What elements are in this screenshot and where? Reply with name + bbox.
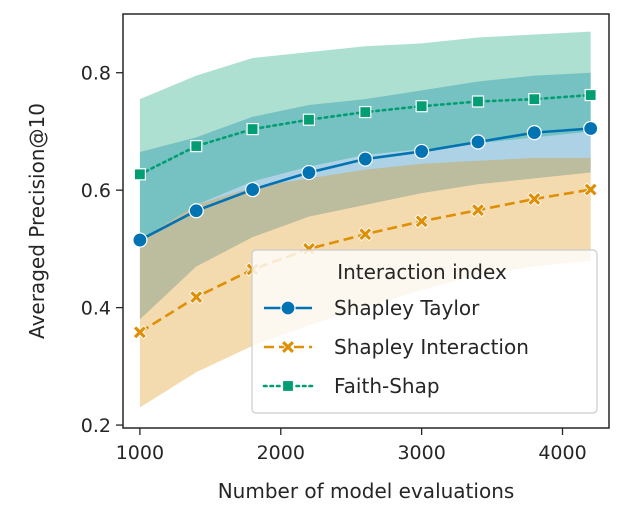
point-shapley-interaction: [358, 227, 373, 242]
point-shapley-interaction: [527, 191, 542, 207]
band-faith-shap: [139, 31, 591, 241]
point-faith-shap: [528, 93, 541, 106]
point-faith-shap: [133, 168, 147, 181]
point-faith-shap: [246, 122, 259, 136]
legend-label-faith-shap: Faith-Shap: [334, 374, 440, 398]
point-shapley-taylor: [414, 143, 430, 160]
y-tick-label: 0.2: [81, 415, 111, 437]
legend-marker-shapley-taylor: [280, 300, 296, 316]
legend-title: Interaction index: [337, 260, 507, 284]
x-tick-label: 2000: [257, 442, 305, 464]
point-shapley-taylor: [188, 203, 204, 219]
legend-label-shapley-taylor: Shapley Taylor: [334, 296, 480, 320]
point-faith-shap: [302, 113, 316, 126]
point-faith-shap: [471, 95, 485, 108]
y-tick-label: 0.8: [81, 63, 111, 85]
y-axis: 0.2 0.4 0.6 0.8: [81, 63, 123, 437]
legend-box: [251, 249, 598, 414]
legend-entries: Shapley Taylor Shapley Interaction Faith-S…: [262, 296, 529, 398]
plot-frame: [122, 13, 610, 429]
point-shapley-taylor: [470, 134, 486, 150]
point-shapley-taylor: [357, 151, 373, 167]
point-shapley-interaction: [189, 289, 204, 305]
point-shapley-taylor: [301, 164, 317, 181]
legend-marker-shapley-interaction: [280, 339, 296, 355]
point-shapley-interaction: [583, 182, 598, 197]
point-faith-shap: [584, 88, 597, 102]
point-faith-shap: [415, 100, 428, 113]
y-tick-label: 0.4: [81, 298, 111, 320]
point-shapley-taylor: [583, 120, 599, 137]
x-axis: 1000 2000 3000 4000: [116, 428, 587, 464]
x-tick-label: 4000: [538, 442, 586, 464]
legend-label-shapley-interaction: Shapley Interaction: [334, 335, 529, 359]
y-tick-label: 0.6: [81, 180, 111, 202]
point-shapley-interaction: [414, 214, 429, 229]
point-shapley-taylor: [245, 181, 261, 198]
y-axis-label: Averaged Precision@10: [25, 103, 49, 339]
point-faith-shap: [359, 105, 372, 119]
point-shapley-interaction: [132, 325, 147, 340]
point-shapley-taylor: [132, 232, 148, 248]
x-axis-label: Number of model evaluations: [218, 479, 515, 503]
x-tick-label: 3000: [397, 442, 445, 464]
legend: Interaction index Shapley TaylorShapley …: [251, 249, 598, 414]
point-faith-shap: [190, 140, 203, 153]
point-shapley-interaction: [470, 203, 486, 218]
point-shapley-taylor: [526, 125, 542, 141]
legend-marker-faith-shap: [281, 379, 295, 393]
x-tick-label: 1000: [116, 442, 164, 464]
